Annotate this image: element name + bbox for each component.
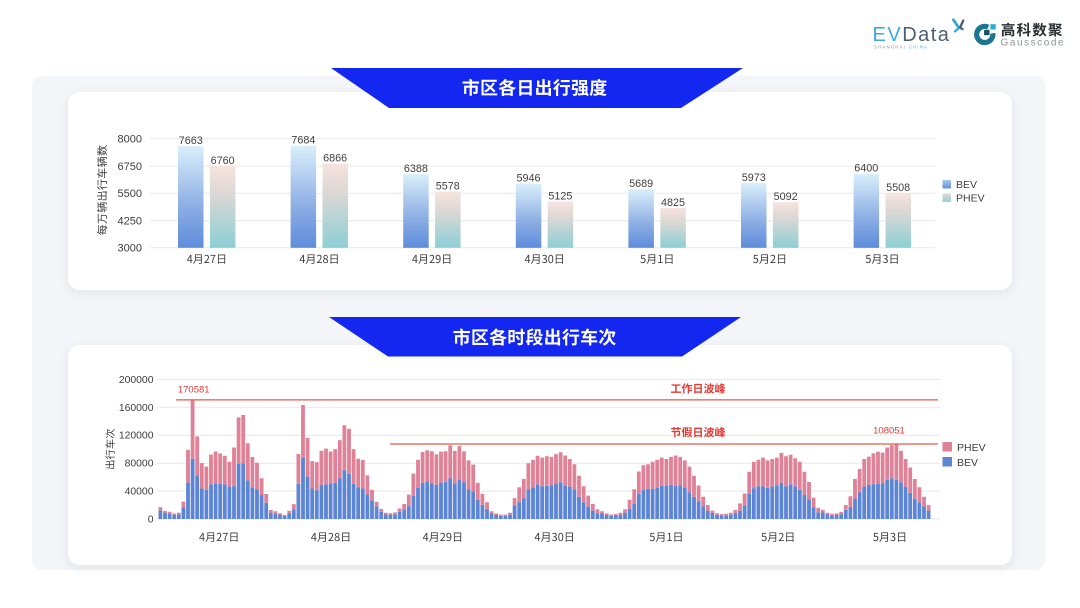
svg-text:EVData: EVData xyxy=(873,24,951,46)
svg-text:5578: 5578 xyxy=(436,181,460,193)
svg-text:5500: 5500 xyxy=(118,188,142,200)
svg-text:5125: 5125 xyxy=(548,191,572,203)
svg-text:4825: 4825 xyxy=(661,197,685,209)
svg-text:170581: 170581 xyxy=(178,385,210,396)
svg-text:6388: 6388 xyxy=(404,163,428,175)
svg-text:7684: 7684 xyxy=(291,135,315,147)
svg-text:7663: 7663 xyxy=(179,135,203,147)
svg-text:40000: 40000 xyxy=(125,487,154,498)
svg-text:5973: 5973 xyxy=(742,172,766,184)
svg-text:BEV: BEV xyxy=(957,457,978,469)
svg-text:6760: 6760 xyxy=(211,155,235,167)
svg-text:PHEV: PHEV xyxy=(957,442,986,454)
svg-text:5689: 5689 xyxy=(629,178,653,190)
svg-text:108051: 108051 xyxy=(873,426,905,437)
svg-text:5946: 5946 xyxy=(516,173,540,185)
svg-text:200000: 200000 xyxy=(119,375,154,386)
svg-text:4250: 4250 xyxy=(118,215,142,227)
svg-text:BEV: BEV xyxy=(956,179,977,191)
svg-text:Gausscode: Gausscode xyxy=(1001,38,1066,49)
svg-text:5508: 5508 xyxy=(886,182,910,194)
svg-text:0: 0 xyxy=(148,515,154,526)
svg-text:120000: 120000 xyxy=(119,431,154,442)
svg-text:80000: 80000 xyxy=(125,459,154,470)
svg-text:6866: 6866 xyxy=(323,153,347,165)
svg-text:5092: 5092 xyxy=(774,191,798,203)
svg-text:8000: 8000 xyxy=(118,134,142,146)
svg-text:6750: 6750 xyxy=(118,161,142,173)
svg-text:PHEV: PHEV xyxy=(956,193,985,205)
svg-text:160000: 160000 xyxy=(119,403,154,414)
svg-text:3000: 3000 xyxy=(118,243,142,255)
svg-text:6400: 6400 xyxy=(854,163,878,175)
svg-text:SHANGHAI CHINA: SHANGHAI CHINA xyxy=(874,45,928,50)
